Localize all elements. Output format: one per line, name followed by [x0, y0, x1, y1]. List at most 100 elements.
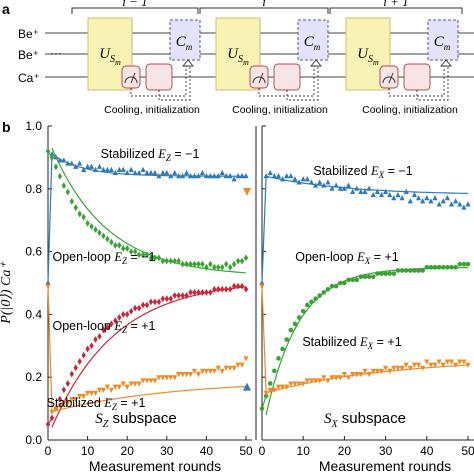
data-point [140, 251, 146, 259]
data-point [375, 271, 380, 276]
data-point [220, 285, 225, 293]
data-point [61, 157, 67, 163]
data-point [383, 271, 388, 276]
data-point [308, 378, 315, 384]
x-tick-label: 0 [259, 444, 266, 458]
data-point [312, 182, 319, 188]
data-point [172, 292, 177, 299]
model-line [265, 175, 469, 195]
series-label: Open-loop EX = +1 [295, 250, 399, 266]
panel-b-letter: b [2, 119, 11, 135]
round-group-2: USm Cm Cooling, initialization [345, 17, 459, 116]
data-point [81, 351, 86, 359]
data-point [362, 368, 368, 375]
data-point [211, 173, 217, 179]
plot-sx-subspace: 0 10 20 30 40 50 Stabilized EX = −1 Open-loop E… [259, 125, 474, 458]
data-point [457, 359, 463, 365]
data-point [227, 173, 233, 179]
data-point [85, 345, 90, 353]
data-point [444, 359, 450, 365]
data-point [300, 176, 306, 182]
data-point [403, 188, 409, 194]
y-axis-label: P(|0⟩) Ca⁺ [0, 261, 14, 325]
data-point [164, 169, 170, 176]
data-point [329, 283, 335, 289]
data-point [325, 179, 331, 185]
data-point [117, 314, 122, 321]
meter-icon [382, 76, 396, 84]
data-point [271, 387, 277, 393]
round-brackets [71, 7, 463, 14]
data-point [231, 365, 237, 371]
data-point [148, 254, 154, 262]
data-point [275, 384, 282, 390]
data-point [453, 265, 458, 270]
data-point [403, 268, 409, 273]
data-point [358, 372, 364, 378]
series-open-loop-e-x-1: Open-loop EX = +1 [259, 250, 471, 416]
data-point [180, 372, 186, 378]
data-point [57, 395, 63, 403]
data-point [346, 277, 351, 283]
data-point [370, 368, 376, 375]
data-point [308, 179, 315, 185]
data-point [243, 254, 249, 262]
data-point [424, 265, 430, 270]
data-point [362, 274, 368, 280]
data-point [374, 188, 380, 194]
initial-step-line [261, 286, 267, 393]
x-tick-label: 30 [160, 444, 174, 458]
data-point [440, 198, 446, 204]
classical-feedforward [130, 64, 191, 101]
y-tick-label: 0.0 [25, 433, 42, 447]
data-point [187, 173, 194, 179]
cooling-label: Cooling, initialization [362, 104, 458, 116]
data-point [432, 195, 438, 201]
data-point [223, 173, 229, 179]
data-point [215, 173, 221, 179]
data-point [350, 372, 356, 378]
data-point [65, 400, 71, 406]
data-point [69, 397, 75, 403]
data-point [105, 235, 110, 243]
data-point [461, 359, 467, 365]
round-label-next: i + 1 [383, 0, 408, 9]
data-point [204, 263, 209, 271]
data-point [180, 260, 185, 268]
data-point [362, 188, 368, 194]
data-point [449, 265, 454, 270]
data-point [444, 195, 450, 201]
series-open-loop-e-z-1: Open-loop EZ = −1 [45, 147, 249, 274]
data-point [164, 257, 169, 265]
data-point [144, 169, 150, 176]
subspace-label: SX subspace [324, 410, 406, 430]
conditional-gate [169, 19, 201, 61]
data-point [312, 378, 319, 384]
data-point [168, 257, 173, 265]
data-point [45, 147, 51, 155]
data-point [280, 384, 286, 390]
data-point [85, 163, 91, 169]
meter-icon [124, 76, 138, 84]
data-point [128, 381, 134, 387]
x-tick-label: 40 [420, 444, 434, 458]
data-point [132, 304, 138, 312]
data-point [176, 173, 182, 179]
data-point [172, 375, 178, 381]
data-point [280, 176, 286, 182]
series-label: Stabilized EX = −1 [313, 164, 412, 180]
data-point [341, 185, 347, 191]
data-point [448, 201, 455, 207]
data-point [144, 251, 150, 259]
meter-needle [388, 72, 394, 84]
data-point [191, 368, 198, 375]
data-point [317, 378, 323, 384]
data-point [288, 327, 294, 333]
x-tick-label: 50 [461, 444, 474, 458]
round-label-prev: i − 1 [122, 0, 147, 9]
data-point [284, 173, 290, 179]
data-point [116, 384, 122, 390]
data-point [465, 201, 471, 207]
data-point [108, 166, 114, 172]
data-point [317, 293, 322, 298]
